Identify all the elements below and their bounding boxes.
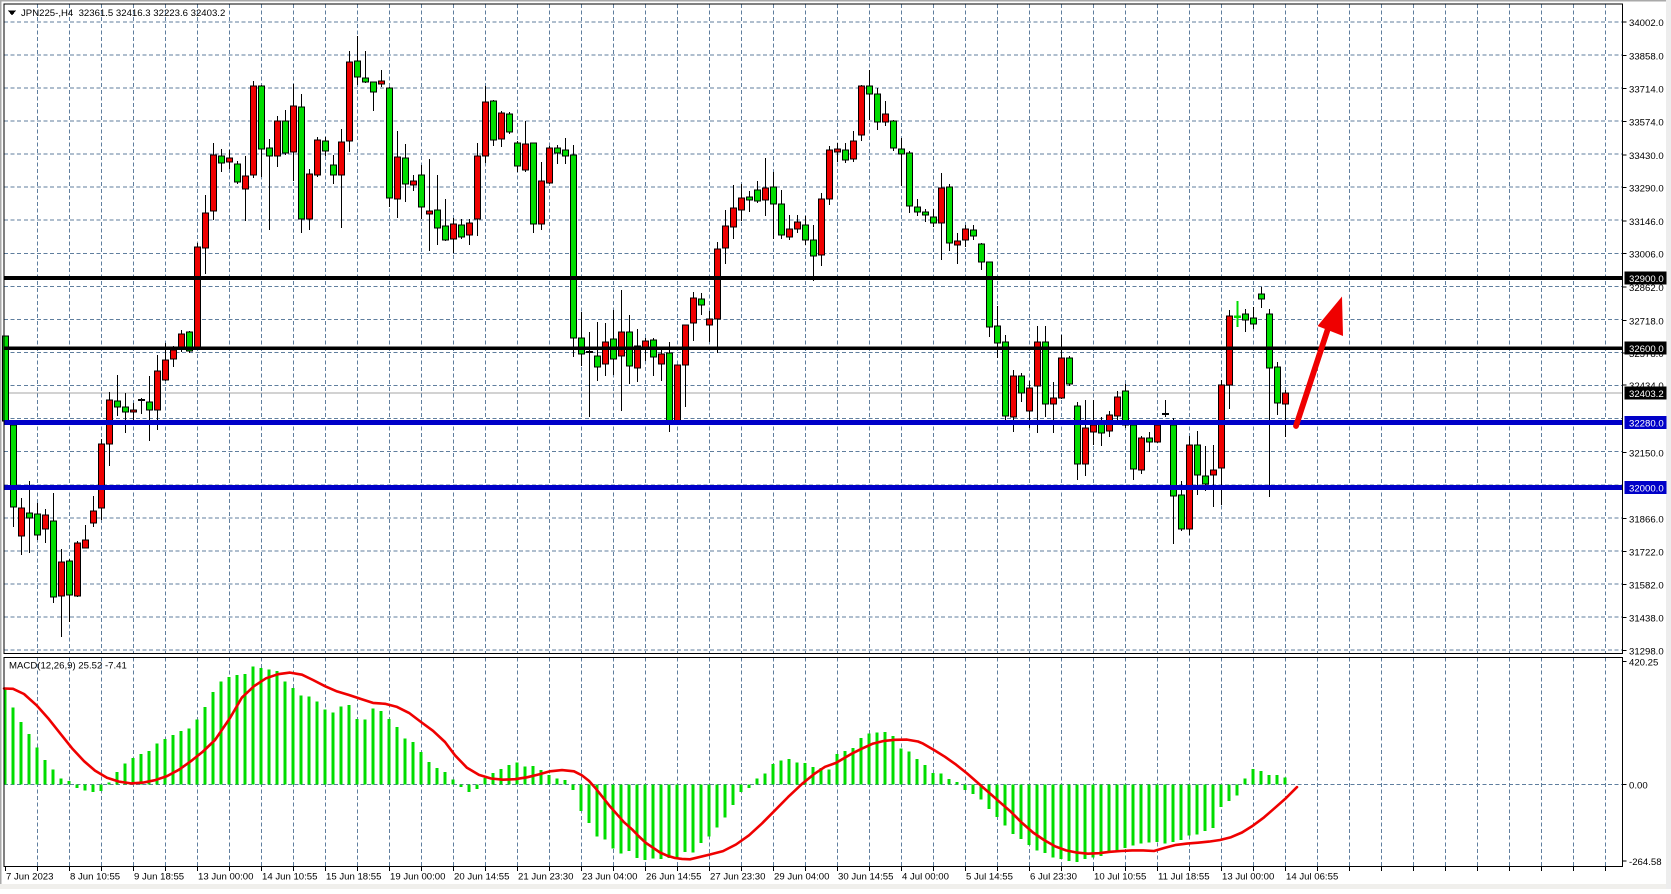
svg-text:32600.0: 32600.0 xyxy=(1629,344,1664,355)
svg-text:32000.0: 32000.0 xyxy=(1629,483,1664,494)
svg-text:33146.0: 33146.0 xyxy=(1629,217,1664,228)
svg-text:33714.0: 33714.0 xyxy=(1629,85,1664,96)
svg-text:33430.0: 33430.0 xyxy=(1629,151,1664,162)
svg-text:20 Jun 14:55: 20 Jun 14:55 xyxy=(454,872,509,883)
svg-text:-264.58: -264.58 xyxy=(1629,857,1662,868)
svg-text:6 Jul 23:30: 6 Jul 23:30 xyxy=(1030,872,1077,883)
svg-text:34002.0: 34002.0 xyxy=(1629,18,1664,29)
svg-text:0.00: 0.00 xyxy=(1629,781,1648,792)
svg-text:33290.0: 33290.0 xyxy=(1629,183,1664,194)
svg-text:29 Jun 04:00: 29 Jun 04:00 xyxy=(774,872,829,883)
svg-text:23 Jun 04:00: 23 Jun 04:00 xyxy=(582,872,637,883)
svg-text:JPN225-,H4 32361.5 32416.3 32: JPN225-,H4 32361.5 32416.3 32223.6 32403… xyxy=(21,8,225,19)
svg-text:31722.0: 31722.0 xyxy=(1629,548,1664,559)
svg-text:31866.0: 31866.0 xyxy=(1629,515,1664,526)
svg-text:32403.2: 32403.2 xyxy=(1629,389,1664,400)
svg-text:27 Jun 23:30: 27 Jun 23:30 xyxy=(710,872,765,883)
svg-text:13 Jun 00:00: 13 Jun 00:00 xyxy=(198,872,253,883)
svg-text:420.25: 420.25 xyxy=(1629,658,1658,669)
svg-text:5 Jul 14:55: 5 Jul 14:55 xyxy=(966,872,1013,883)
svg-text:32862.0: 32862.0 xyxy=(1629,283,1664,294)
svg-text:14 Jun 10:55: 14 Jun 10:55 xyxy=(262,872,317,883)
svg-text:9 Jun 18:55: 9 Jun 18:55 xyxy=(134,872,184,883)
svg-text:14 Jul 06:55: 14 Jul 06:55 xyxy=(1286,872,1338,883)
svg-text:32280.0: 32280.0 xyxy=(1629,419,1664,430)
svg-text:31438.0: 31438.0 xyxy=(1629,614,1664,625)
svg-text:30 Jun 14:55: 30 Jun 14:55 xyxy=(838,872,893,883)
svg-text:4 Jul 00:00: 4 Jul 00:00 xyxy=(902,872,949,883)
svg-text:19 Jun 00:00: 19 Jun 00:00 xyxy=(390,872,445,883)
svg-text:32150.0: 32150.0 xyxy=(1629,449,1664,460)
svg-text:31582.0: 31582.0 xyxy=(1629,581,1664,592)
svg-text:MACD(12,26,9) 25.52 -7.41: MACD(12,26,9) 25.52 -7.41 xyxy=(9,661,127,672)
svg-text:21 Jun 23:30: 21 Jun 23:30 xyxy=(518,872,573,883)
svg-text:10 Jul 10:55: 10 Jul 10:55 xyxy=(1094,872,1146,883)
svg-text:11 Jul 18:55: 11 Jul 18:55 xyxy=(1158,872,1210,883)
svg-text:33858.0: 33858.0 xyxy=(1629,51,1664,62)
svg-text:26 Jun 14:55: 26 Jun 14:55 xyxy=(646,872,701,883)
svg-text:8 Jun 10:55: 8 Jun 10:55 xyxy=(70,872,120,883)
svg-text:31298.0: 31298.0 xyxy=(1629,647,1664,658)
svg-text:15 Jun 18:55: 15 Jun 18:55 xyxy=(326,872,381,883)
svg-text:32718.0: 32718.0 xyxy=(1629,316,1664,327)
svg-text:7 Jun 2023: 7 Jun 2023 xyxy=(6,872,53,883)
svg-text:33006.0: 33006.0 xyxy=(1629,249,1664,260)
svg-text:13 Jul 00:00: 13 Jul 00:00 xyxy=(1222,872,1274,883)
svg-text:32900.0: 32900.0 xyxy=(1629,274,1664,285)
svg-text:33574.0: 33574.0 xyxy=(1629,117,1664,128)
